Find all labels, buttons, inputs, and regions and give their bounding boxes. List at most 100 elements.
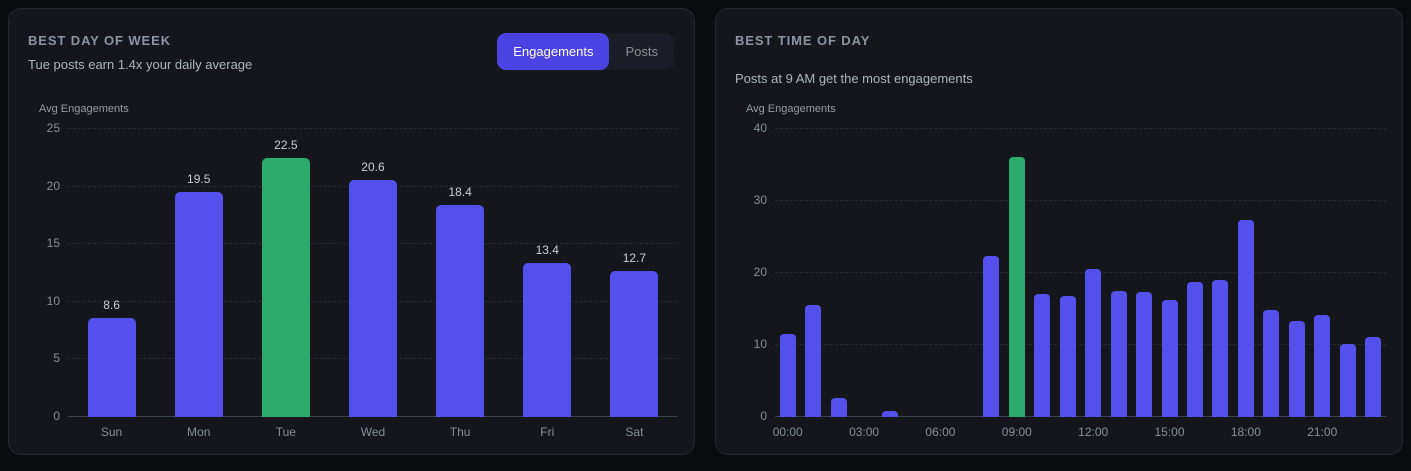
bar-value-label: 22.5 [274,137,298,152]
bar-slot [1208,129,1233,417]
bar-slot: 15:00 [1155,129,1185,439]
panel-title: BEST DAY OF WEEK [28,33,171,48]
bar[interactable] [983,256,1000,417]
bar[interactable] [1186,282,1203,417]
bar-slot: 06:00 [925,129,955,439]
bar[interactable] [1136,291,1153,417]
x-tick-label: Wed [360,425,386,439]
bar-slot [1030,129,1055,417]
bar-slot: 8.6 Sun [68,129,155,439]
time-of-day-plot-area: 0 10 20 30 40 00:00 03:00 06:00 09:00 12:00 15:00 1… [754,121,1386,439]
x-tick-label: Sun [100,425,123,439]
bar[interactable] [1034,293,1051,417]
gridline [775,128,1386,129]
bar[interactable]: 12.7 [610,251,659,417]
bar[interactable] [1263,310,1280,417]
bar-value-label: 8.6 [103,297,120,312]
bar-slot [979,129,1004,417]
x-tick-label: Thu [449,425,471,439]
bar[interactable] [1161,299,1178,417]
bar-slot [953,129,978,417]
bar-slot [1106,129,1131,417]
highlighted-bar[interactable] [1008,157,1025,417]
header-text: BEST TIME OF DAY Posts at 9 AM get the m… [735,33,973,86]
best-time-of-day-panel: BEST TIME OF DAY Posts at 9 AM get the m… [715,8,1403,455]
bar-value-label: 13.4 [535,242,559,257]
bar[interactable] [1288,321,1305,417]
bar-slot [877,129,902,417]
bar[interactable] [1339,343,1356,417]
panel-header: BEST TIME OF DAY Posts at 9 AM get the m… [716,9,1402,86]
bar-slots: 8.6 Sun 19.5 Mon 22.5 Tue 20.6 Wed 18.4 Thu 13.4 Fr… [68,129,678,439]
gridline [775,272,1386,273]
panel-subtitle: Posts at 9 AM get the most engagements [735,71,973,86]
bar-slots: 00:00 03:00 06:00 09:00 12:00 15:00 18:00 21:00 [773,129,1386,439]
bar[interactable]: 20.6 [348,160,397,417]
bar[interactable] [1365,337,1382,417]
x-axis-line [775,416,1386,417]
bar-value-label: 19.5 [187,172,211,187]
y-tick-label: 20 [46,178,60,193]
day-of-week-chart: Avg Engagements 0 5 10 15 20 25 8.6 Sun 19.5 Mon 2… [28,103,680,439]
panel-title: BEST TIME OF DAY [735,33,871,48]
x-tick-label: 03:00 [849,425,880,439]
bar-slot: 12:00 [1078,129,1108,439]
x-tick-label: 15:00 [1154,425,1185,439]
gridline [775,200,1386,201]
panel-subtitle: Tue posts earn 1.4x your daily average [28,57,253,72]
y-tick-label: 25 [46,121,60,135]
bar-slot: 22.5 Tue [242,129,329,439]
bar-slot: 20.6 Wed [329,129,416,439]
y-tick-label: 15 [46,236,60,251]
y-tick-label: 30 [753,193,767,207]
bar-slot [1360,129,1385,417]
bar[interactable]: 18.4 [436,185,485,417]
y-tick-label: 0 [53,409,60,423]
bar-slot: 18:00 [1231,129,1261,439]
bar-slot: 18.4 Thu [417,129,504,439]
bar-slot [902,129,927,417]
bar-slot [1131,129,1156,417]
bar[interactable] [830,398,847,417]
bar[interactable] [1212,280,1229,417]
metric-toggle: Engagements Posts [497,33,674,70]
bar-slot [1259,129,1284,417]
bar[interactable] [881,410,898,417]
y-axis-label: Avg Engagements [39,103,129,115]
bar-slot [826,129,851,417]
bar[interactable] [1059,296,1076,417]
bar-value-label: 12.7 [622,250,647,265]
best-day-of-week-panel: BEST DAY OF WEEK Tue posts earn 1.4x you… [8,8,695,455]
y-tick-label: 10 [753,337,767,351]
bar[interactable]: 8.6 [87,298,136,417]
bar[interactable]: 19.5 [174,172,223,417]
bar-slot [1284,129,1309,417]
x-tick-label: 21:00 [1307,425,1338,439]
x-tick-label: 18:00 [1230,425,1261,439]
bar[interactable] [1237,220,1254,417]
x-tick-label: Mon [187,425,211,439]
header-text: BEST DAY OF WEEK Tue posts earn 1.4x you… [28,33,252,72]
highlighted-bar[interactable]: 22.5 [261,138,310,417]
x-tick-label: 12:00 [1078,425,1109,439]
y-tick-label: 40 [753,121,767,135]
x-tick-label: Tue [275,425,296,439]
x-tick-label: 00:00 [772,425,803,439]
gridline [775,344,1386,345]
bar-value-label: 18.4 [448,185,472,200]
bar[interactable]: 13.4 [523,243,572,417]
y-axis-label: Avg Engagements [746,103,836,115]
x-tick-label: Fri [540,425,555,439]
bar[interactable] [805,304,822,417]
bar[interactable] [779,334,796,417]
bar-slot [1335,129,1360,417]
bar-slot: 21:00 [1307,129,1337,439]
toggle-posts-button[interactable]: Posts [609,33,674,70]
bar[interactable] [1314,314,1331,417]
bar-slot: 09:00 [1002,129,1032,439]
x-tick-label: 09:00 [1001,425,1032,439]
bar[interactable] [1085,269,1102,417]
bar-slot [1055,129,1080,417]
toggle-engagements-button[interactable]: Engagements [497,33,610,70]
bar[interactable] [1110,291,1127,417]
